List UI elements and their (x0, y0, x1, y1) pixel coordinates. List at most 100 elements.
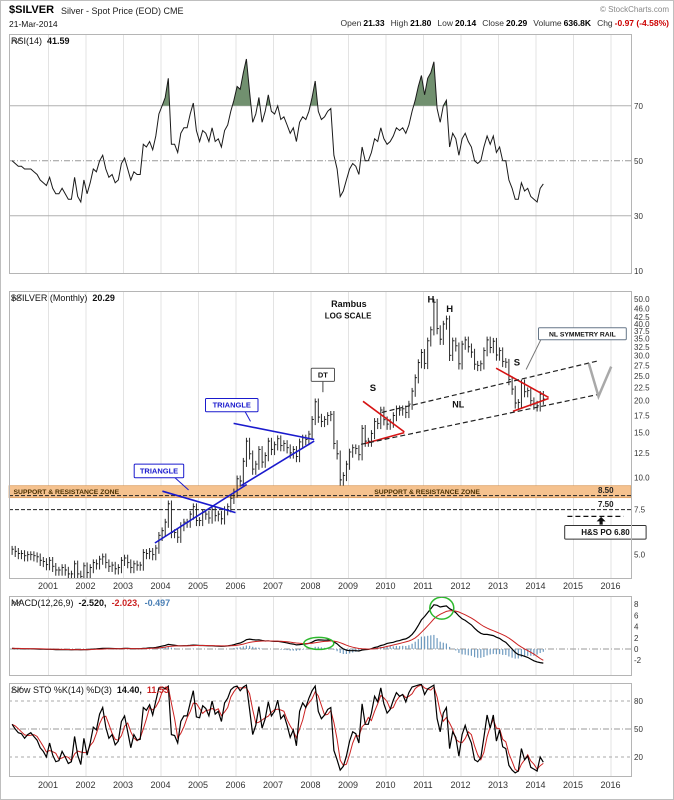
svg-text:7.5: 7.5 (634, 506, 646, 515)
quote-label: Chg (597, 18, 613, 28)
annotation-callout-box (538, 327, 627, 341)
svg-text:Rambus: Rambus (331, 299, 367, 309)
rsi-line (11, 58, 544, 204)
price-label: $SILVER (Monthly) 20.29 (11, 293, 115, 303)
year-label: 2016 (600, 780, 621, 790)
trendline-annotation (495, 367, 549, 399)
quote-label: Volume (533, 18, 562, 28)
main-gridlines (48, 292, 612, 578)
trendline-annotation (173, 476, 189, 491)
macd-panel: 8 6 4 2 0 -2 (9, 596, 642, 676)
svg-text:30.0: 30.0 (634, 352, 650, 361)
year-label: 2007 (262, 780, 284, 790)
quote-label: Open (340, 18, 362, 28)
year-label: 2012 (450, 780, 471, 790)
price-value: 20.29 (92, 293, 115, 303)
rsi-overbought-fill (413, 61, 437, 106)
quote-value: 20.14 (454, 18, 477, 28)
macd-value-3: -0.497 (144, 598, 171, 608)
annotation-callout-box (564, 525, 647, 540)
price-bars (11, 298, 546, 579)
svg-text:S: S (514, 357, 520, 368)
annotation-callout-box (133, 463, 185, 479)
highlight-ellipse (429, 596, 455, 620)
year-label: 2002 (75, 780, 96, 790)
svg-text:8.50: 8.50 (598, 486, 614, 495)
svg-text:27.5: 27.5 (634, 361, 650, 370)
svg-text:S: S (370, 383, 376, 394)
x-axis-bottom: 2001 2002 2003 2004 2005 2006 2007 2008 2009 2010… (1, 778, 673, 794)
svg-text:17.5: 17.5 (634, 412, 650, 421)
trendline-annotation (381, 360, 598, 413)
price-objective-arrow-icon (596, 516, 606, 525)
svg-text:25.0: 25.0 (634, 372, 650, 381)
stochastic-panel: 80 50 20 (9, 683, 643, 777)
trendline-annotation (362, 400, 405, 433)
trendline-annotation (154, 483, 248, 544)
svg-text:70: 70 (634, 102, 643, 111)
rsi-label: RSI(14) 41.59 (11, 36, 70, 46)
quote-label: High (390, 18, 409, 28)
svg-text:35.0: 35.0 (634, 335, 650, 344)
quote-date: 21-Mar-2014 (9, 19, 58, 29)
svg-text:4: 4 (634, 623, 639, 632)
year-label: 2011 (413, 581, 433, 591)
trendline-annotation (525, 338, 542, 370)
year-label: 2009 (337, 780, 359, 790)
year-label: 2009 (337, 581, 359, 591)
year-label: 2006 (225, 780, 246, 790)
stochastic-label: Slow STO %K(14) %D(3) 14.40, 11.53 (11, 685, 169, 695)
svg-text:0: 0 (634, 645, 639, 654)
svg-text:6: 6 (634, 611, 639, 620)
annotation-callout-box (205, 398, 259, 413)
macd-histogram (45, 634, 544, 659)
sto-value-1: 14.40, (116, 685, 142, 695)
svg-text:32.5: 32.5 (634, 343, 650, 352)
highlight-ellipse (303, 636, 335, 651)
macd-gridlines (48, 597, 612, 675)
header: $SILVER Silver - Spot Price (EOD) CME © … (1, 1, 673, 34)
trendline-annotation (360, 393, 600, 445)
svg-text:20: 20 (634, 753, 643, 762)
sto-value-2: 11.53 (146, 685, 169, 695)
x-axis-main: 2001 2002 2003 2004 2005 2006 2007 2008 2009 2010… (1, 579, 673, 595)
svg-text:2: 2 (634, 634, 639, 643)
indicator-icon (11, 599, 22, 606)
year-label: 2006 (225, 581, 246, 591)
year-label: 2010 (375, 780, 396, 790)
svg-text:SUPPORT & RESISTANCE ZONE: SUPPORT & RESISTANCE ZONE (14, 489, 120, 496)
quote-label: Close (482, 18, 504, 28)
year-label: 2002 (75, 581, 96, 591)
svg-text:TRIANGLE: TRIANGLE (140, 466, 178, 475)
year-label: 2005 (187, 581, 209, 591)
svg-text:H: H (446, 304, 453, 315)
macd-value-1: -2.520, (78, 598, 107, 608)
year-label: 2001 (37, 780, 59, 790)
rsi-panel: 70 50 30 10 (9, 34, 643, 274)
trendline-annotation (240, 440, 315, 487)
macd-value-2: -2.023, (111, 598, 140, 608)
quote-label: Low (437, 18, 453, 28)
year-label: 2004 (150, 780, 171, 790)
svg-text:-2: -2 (634, 656, 642, 665)
quote-value: 21.33 (363, 18, 385, 28)
svg-text:40.0: 40.0 (634, 320, 650, 329)
svg-text:12.5: 12.5 (634, 449, 650, 458)
quote-value: -0.97 (-4.58%) (614, 18, 669, 28)
rsi-value: 41.59 (47, 36, 70, 46)
svg-text:8: 8 (634, 600, 639, 609)
price-name: $SILVER (Monthly) (11, 293, 88, 303)
rsi-gridlines (48, 35, 612, 273)
indicator-icon (11, 686, 22, 693)
trendline-annotation (244, 410, 251, 422)
year-label: 2015 (562, 581, 584, 591)
svg-text:50.0: 50.0 (634, 295, 650, 304)
indicator-icon (11, 294, 22, 301)
indicator-icon (11, 37, 22, 44)
macd-signal-line (12, 610, 544, 661)
svg-text:DT: DT (318, 370, 328, 379)
quote-value: 636.8K (563, 18, 592, 28)
svg-text:46.0: 46.0 (634, 304, 650, 313)
year-label: 2011 (413, 780, 433, 790)
